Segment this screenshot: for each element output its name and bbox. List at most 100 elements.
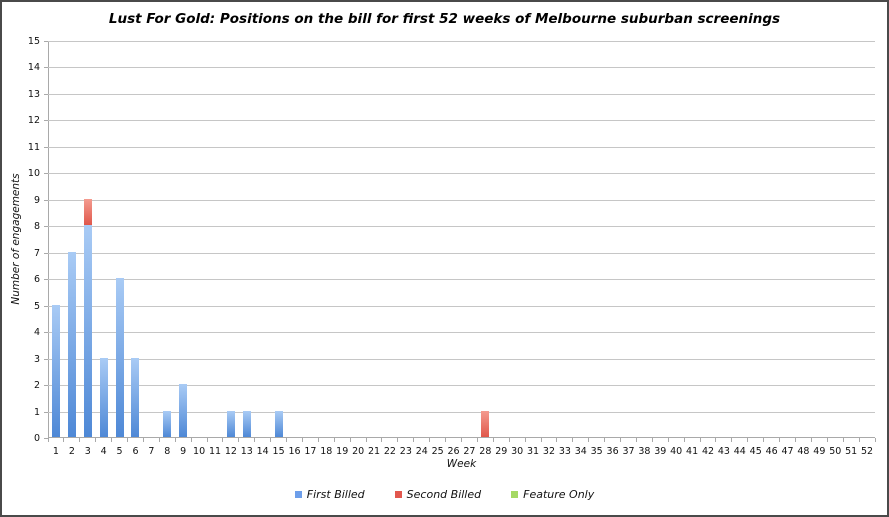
x-tick-35 (604, 438, 606, 442)
y-label-7: 7 (33, 247, 40, 259)
x-label-13: 13 (240, 446, 253, 457)
x-tick-11 (222, 438, 224, 442)
x-label-28: 28 (479, 446, 492, 457)
y-label-1: 1 (33, 406, 40, 418)
x-label-36: 36 (606, 446, 619, 457)
x-tick-46 (779, 438, 781, 442)
bar-first-billed-week-13 (242, 410, 251, 437)
x-tick-29 (508, 438, 510, 442)
x-tick-3 (95, 438, 97, 442)
x-label-2: 2 (68, 446, 75, 457)
x-label-31: 31 (527, 446, 540, 457)
bar-second-billed-week-3 (83, 198, 92, 226)
y-label-12: 12 (27, 115, 40, 127)
x-label-23: 23 (399, 446, 412, 457)
x-tick-10 (206, 438, 208, 442)
gridline-y-4 (48, 332, 875, 334)
x-label-3: 3 (84, 446, 91, 457)
x-label-10: 10 (193, 446, 206, 457)
y-tick-6 (44, 279, 48, 281)
x-label-35: 35 (590, 446, 603, 457)
x-label-12: 12 (224, 446, 237, 457)
bar-first-billed-week-6 (131, 357, 140, 437)
x-label-22: 22 (383, 446, 396, 457)
x-tick-49 (826, 438, 828, 442)
x-label-24: 24 (415, 446, 428, 457)
x-label-1: 1 (52, 446, 59, 457)
gridline-y-1 (48, 411, 875, 413)
y-label-11: 11 (27, 141, 40, 153)
gridline-y-8 (48, 226, 875, 228)
y-tick-2 (44, 385, 48, 387)
x-label-33: 33 (558, 446, 571, 457)
gridline-y-10 (48, 173, 875, 175)
bar-first-billed-week-8 (163, 410, 172, 437)
x-tick-14 (270, 438, 272, 442)
x-tick-20 (365, 438, 367, 442)
x-tick-30 (524, 438, 526, 442)
plot-area (44, 41, 876, 442)
x-label-20: 20 (352, 446, 365, 457)
x-tick-34 (588, 438, 590, 442)
gridline-y-3 (48, 358, 875, 360)
y-tick-3 (44, 358, 48, 360)
x-tick-42 (715, 438, 717, 442)
x-label-41: 41 (686, 446, 699, 457)
gridline-y-14 (48, 67, 875, 69)
x-label-50: 50 (829, 446, 842, 457)
x-tick-26 (461, 438, 462, 442)
y-tick-4 (44, 332, 48, 334)
x-tick-6 (142, 438, 144, 442)
x-label-16: 16 (288, 446, 301, 457)
x-label-5: 5 (116, 446, 123, 457)
y-tick-5 (44, 305, 48, 307)
x-tick-39 (667, 438, 669, 442)
x-tick-47 (794, 438, 796, 442)
x-label-19: 19 (336, 446, 349, 457)
gridline-y-7 (48, 252, 875, 254)
gridline-y-12 (48, 120, 875, 122)
y-label-6: 6 (33, 274, 40, 286)
y-label-5: 5 (33, 300, 40, 312)
bar-second-billed-week-28 (481, 410, 490, 437)
bar-first-billed-week-5 (115, 278, 124, 437)
x-tick-5 (127, 438, 129, 442)
y-label-9: 9 (33, 194, 40, 206)
x-label-27: 27 (463, 446, 476, 457)
y-label-13: 13 (27, 88, 40, 100)
x-label-46: 46 (765, 446, 778, 457)
bar-first-billed-week-15 (274, 410, 283, 437)
x-tick-36 (620, 438, 622, 442)
y-label-10: 10 (27, 168, 40, 180)
gridline-y-6 (48, 279, 875, 281)
gridline-y-11 (48, 146, 875, 148)
y-tick-15 (44, 41, 48, 42)
x-tick-18 (333, 438, 335, 442)
x-tick-7 (158, 438, 160, 442)
x-label-17: 17 (304, 446, 317, 457)
legend-swatch-second-billed (394, 491, 402, 498)
x-tick-0 (47, 438, 49, 442)
x-tick-4 (111, 438, 113, 442)
x-label-9: 9 (180, 446, 187, 457)
x-label-47: 47 (781, 446, 794, 457)
x-axis-title: Week (446, 458, 477, 470)
bar-first-billed-week-1 (51, 304, 60, 437)
x-label-44: 44 (733, 446, 746, 457)
x-label-25: 25 (431, 446, 444, 457)
x-label-8: 8 (164, 446, 171, 457)
x-label-34: 34 (574, 446, 587, 457)
y-label-2: 2 (33, 380, 40, 392)
x-label-29: 29 (495, 446, 508, 457)
y-tick-7 (44, 252, 48, 254)
x-label-38: 38 (638, 446, 651, 457)
x-tick-23 (413, 438, 415, 442)
x-tick-52 (874, 438, 876, 442)
legend-item-second-billed: Second Billed (394, 488, 482, 501)
y-tick-0 (44, 438, 48, 439)
legend-label-second-billed: Second Billed (406, 488, 482, 501)
y-tick-12 (44, 120, 48, 122)
bar-first-billed-week-4 (99, 357, 108, 437)
x-tick-44 (747, 438, 749, 442)
legend-label-first-billed: First Billed (306, 488, 365, 501)
